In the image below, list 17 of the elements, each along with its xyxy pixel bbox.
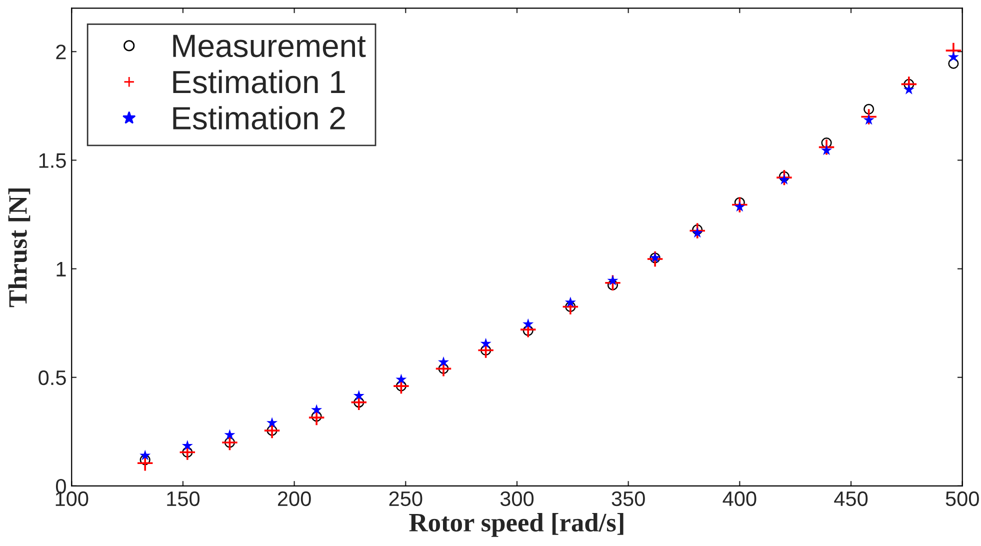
x-tick-label: 450 <box>834 491 868 506</box>
x-tick-label: 250 <box>389 491 422 506</box>
y-axis-title: Thrust [N] <box>8 188 30 308</box>
x-tick-label: 350 <box>612 491 645 506</box>
y-tick-label: 0.5 <box>38 370 66 386</box>
x-tick-label: 300 <box>500 491 534 506</box>
legend-label: Measurement <box>173 34 366 58</box>
legend-label: Estimation 1 <box>173 70 345 94</box>
x-tick-label: 500 <box>946 491 979 506</box>
y-tick-label: 1.5 <box>39 153 66 168</box>
x-axis-title: Rotor speed [rad/s] <box>409 513 624 537</box>
x-tick-label: 400 <box>722 491 756 506</box>
x-tick-label: 150 <box>167 491 200 506</box>
legend-label: Estimation 2 <box>173 106 345 130</box>
y-tick-label: 2 <box>56 44 66 60</box>
x-tick-label: 200 <box>278 491 311 506</box>
y-tick-label: 1 <box>56 262 66 276</box>
